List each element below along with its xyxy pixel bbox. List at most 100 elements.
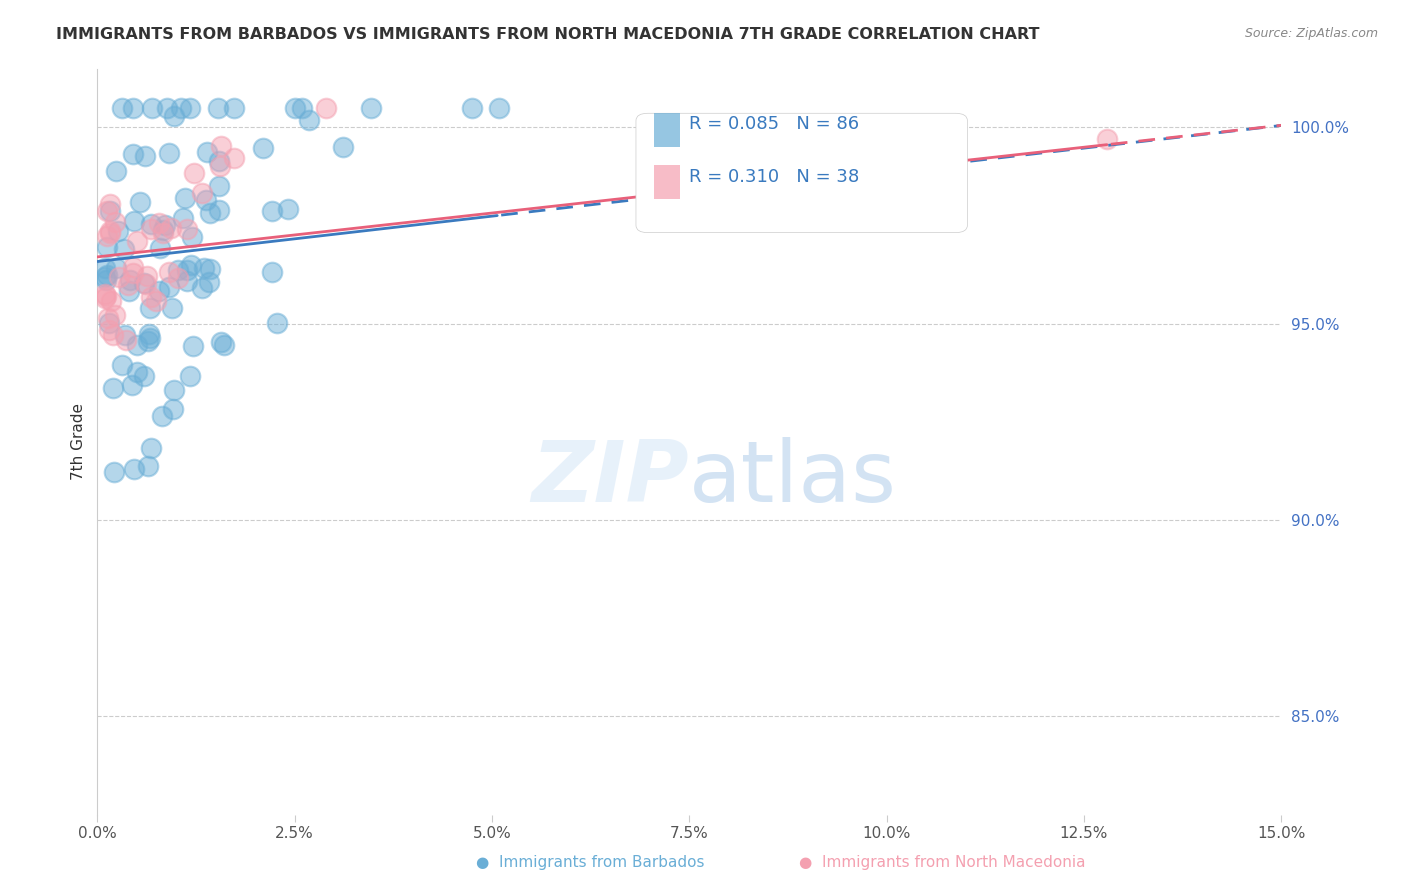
Barbados xyxy=(180,230,202,244)
Macedonia xyxy=(96,204,118,219)
Macedonia xyxy=(114,333,136,347)
Barbados xyxy=(105,261,128,276)
Barbados xyxy=(121,147,143,161)
Macedonia xyxy=(145,293,167,308)
Barbados xyxy=(222,101,245,115)
Macedonia xyxy=(104,308,127,322)
Text: R = 0.310   N = 38: R = 0.310 N = 38 xyxy=(689,168,859,186)
Macedonia xyxy=(190,186,212,200)
Barbados xyxy=(157,145,180,160)
Barbados xyxy=(162,402,184,417)
Macedonia xyxy=(94,287,117,301)
Barbados xyxy=(139,331,162,345)
Barbados xyxy=(139,217,162,231)
Barbados xyxy=(150,409,173,424)
Barbados xyxy=(172,211,194,225)
Barbados xyxy=(160,301,183,315)
Barbados xyxy=(114,328,136,343)
Barbados xyxy=(212,338,235,352)
Barbados xyxy=(191,281,214,295)
Barbados xyxy=(134,149,156,163)
Macedonia xyxy=(141,222,163,236)
Barbados xyxy=(163,383,186,397)
Barbados xyxy=(298,112,321,127)
Barbados xyxy=(104,164,127,178)
Macedonia xyxy=(176,221,198,235)
Barbados xyxy=(149,241,172,255)
Barbados xyxy=(141,441,163,455)
Barbados xyxy=(121,377,143,392)
Y-axis label: 7th Grade: 7th Grade xyxy=(72,403,86,480)
Barbados xyxy=(103,465,125,479)
Barbados xyxy=(101,381,124,395)
Macedonia xyxy=(96,289,118,303)
Macedonia xyxy=(97,310,120,325)
Barbados xyxy=(173,191,195,205)
Bar xyxy=(654,166,679,199)
Macedonia xyxy=(100,197,122,211)
Barbados xyxy=(252,141,274,155)
Barbados xyxy=(98,203,121,218)
Barbados xyxy=(127,338,149,352)
Barbados xyxy=(96,268,118,282)
Macedonia xyxy=(209,159,232,173)
Barbados xyxy=(488,101,510,115)
Barbados xyxy=(266,316,288,330)
Macedonia xyxy=(97,323,120,337)
Macedonia xyxy=(98,227,121,241)
Barbados xyxy=(132,277,155,291)
Barbados xyxy=(193,260,215,275)
Barbados xyxy=(207,101,229,115)
Barbados xyxy=(136,458,159,473)
Barbados xyxy=(194,194,217,208)
Text: atlas: atlas xyxy=(689,437,897,520)
Barbados xyxy=(94,261,117,276)
Macedonia xyxy=(148,216,170,230)
Macedonia xyxy=(101,328,124,343)
Barbados xyxy=(208,202,231,217)
Macedonia xyxy=(157,265,180,279)
Barbados xyxy=(460,101,482,115)
Macedonia xyxy=(315,101,337,115)
Barbados xyxy=(277,202,299,216)
Barbados xyxy=(170,101,193,115)
Text: ●  Immigrants from North Macedonia: ● Immigrants from North Macedonia xyxy=(799,855,1085,870)
Macedonia xyxy=(1097,132,1119,146)
Barbados xyxy=(332,140,354,154)
Text: IMMIGRANTS FROM BARBADOS VS IMMIGRANTS FROM NORTH MACEDONIA 7TH GRADE CORRELATIO: IMMIGRANTS FROM BARBADOS VS IMMIGRANTS F… xyxy=(56,27,1040,42)
Barbados xyxy=(141,101,163,115)
Barbados xyxy=(198,206,221,220)
Macedonia xyxy=(159,220,181,235)
Macedonia xyxy=(139,290,162,304)
Barbados xyxy=(163,109,186,123)
Barbados xyxy=(127,365,149,379)
Barbados xyxy=(94,273,117,287)
Barbados xyxy=(94,269,117,284)
Barbados xyxy=(179,369,201,384)
Barbados xyxy=(180,258,202,272)
Macedonia xyxy=(167,270,190,285)
Bar xyxy=(654,113,679,147)
Barbados xyxy=(176,274,198,288)
Text: ●  Immigrants from Barbados: ● Immigrants from Barbados xyxy=(477,855,704,870)
Barbados xyxy=(124,462,146,476)
Barbados xyxy=(107,224,129,238)
Barbados xyxy=(208,154,231,169)
Barbados xyxy=(96,240,118,254)
Text: Source: ZipAtlas.com: Source: ZipAtlas.com xyxy=(1244,27,1378,40)
Macedonia xyxy=(94,291,117,305)
Barbados xyxy=(262,265,284,279)
Barbados xyxy=(179,101,201,115)
Barbados xyxy=(166,262,188,277)
Barbados xyxy=(118,284,141,298)
Macedonia xyxy=(108,270,131,285)
Macedonia xyxy=(98,224,121,238)
Barbados xyxy=(198,275,221,289)
Barbados xyxy=(148,284,170,298)
Macedonia xyxy=(209,139,232,153)
Barbados xyxy=(128,194,150,209)
Barbados xyxy=(138,326,160,341)
Macedonia xyxy=(122,260,145,274)
Macedonia xyxy=(117,278,139,293)
Barbados xyxy=(120,273,142,287)
